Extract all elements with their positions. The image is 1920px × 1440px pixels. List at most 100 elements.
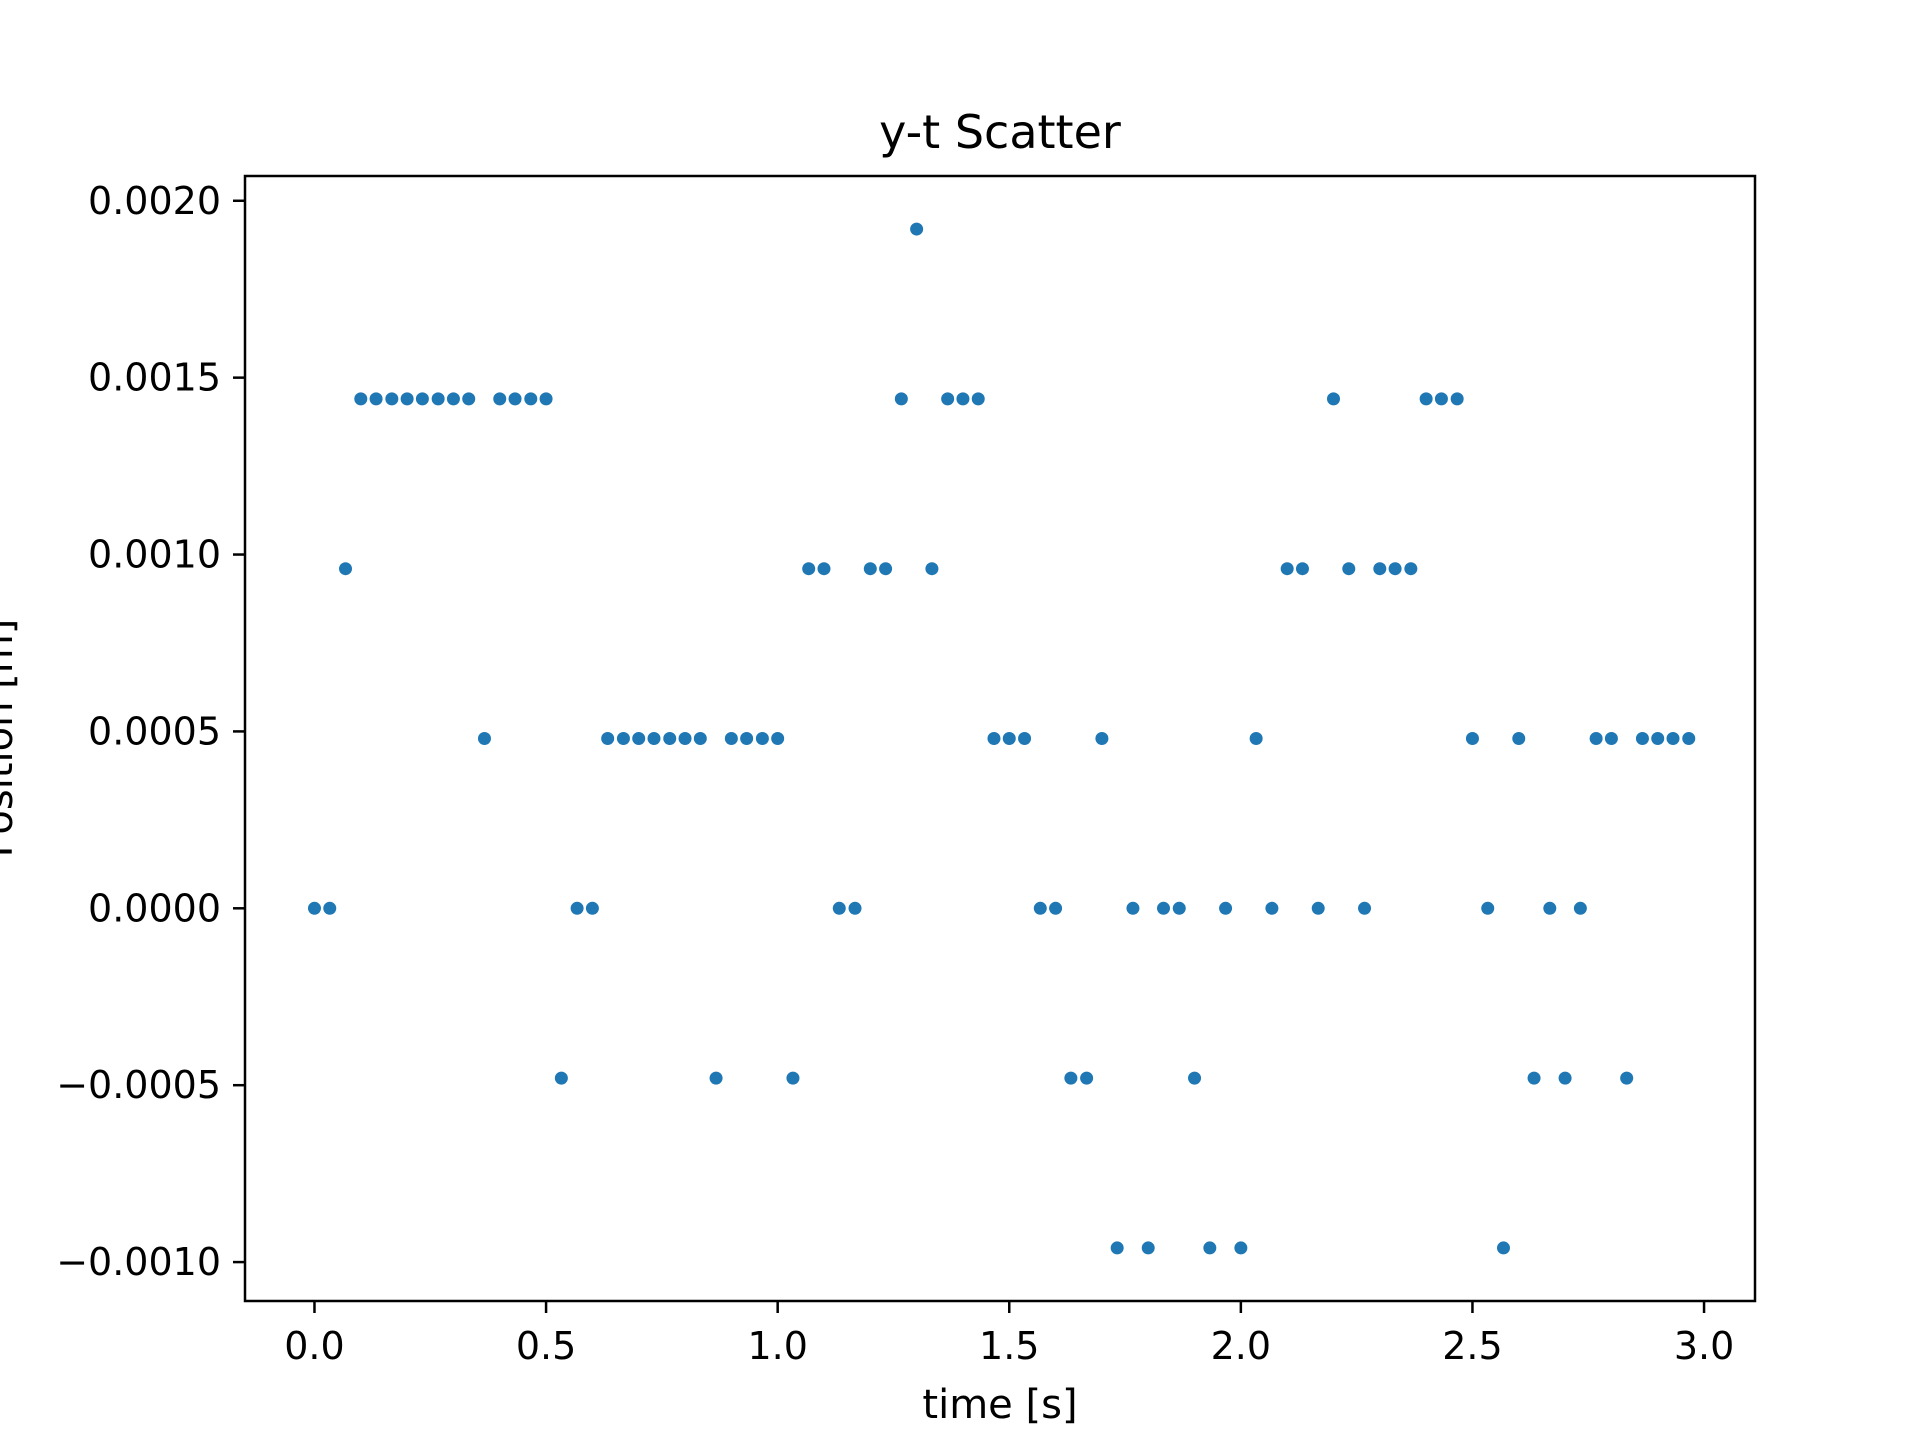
scatter-point (786, 1071, 800, 1085)
scatter-point (1033, 901, 1047, 915)
scatter-point (941, 392, 955, 406)
y-tick-label: 0.0000 (88, 886, 221, 930)
chart-title: y-t Scatter (879, 105, 1121, 159)
scatter-point (1635, 732, 1649, 745)
y-tick-label: −0.0005 (56, 1063, 221, 1107)
scatter-point (693, 732, 707, 745)
y-axis: −0.0010 −0.0005 0.0000 0.0005 0.0010 0.0015 0.… (56, 179, 245, 1284)
scatter-point (1080, 1071, 1094, 1085)
scatter-point (462, 392, 476, 406)
scatter-point (477, 732, 491, 745)
scatter-point (678, 732, 692, 745)
scatter-point (446, 392, 460, 406)
scatter-point (1049, 901, 1063, 915)
x-axis-label: time [s] (922, 1382, 1077, 1428)
scatter-point (1512, 732, 1526, 745)
scatter-point (1651, 732, 1665, 745)
scatter-point (647, 732, 661, 745)
x-tick-label: 1.0 (747, 1324, 807, 1368)
x-tick-label: 0.0 (284, 1324, 344, 1368)
scatter-point (1141, 1241, 1155, 1255)
scatter-point (1373, 562, 1387, 576)
scatter-point (740, 732, 754, 745)
scatter-point (1558, 1071, 1572, 1085)
scatter-point (925, 562, 939, 576)
scatter-point (1419, 392, 1433, 406)
scatter-point (1450, 392, 1464, 406)
y-tick-label: 0.0020 (88, 179, 221, 223)
scatter-point (802, 562, 816, 576)
scatter-point (1265, 901, 1279, 915)
scatter-point (1126, 901, 1140, 915)
scatter-point (307, 901, 321, 915)
scatter-point (570, 901, 584, 915)
scatter-point (1234, 1241, 1248, 1255)
y-tick-label: 0.0010 (88, 533, 221, 577)
y-tick-label: 0.0015 (88, 356, 221, 400)
scatter-point (524, 392, 538, 406)
scatter-point (1666, 732, 1680, 745)
scatter-point (431, 392, 445, 406)
scatter-point (709, 1071, 723, 1085)
scatter-point (554, 1071, 568, 1085)
scatter-point (1203, 1241, 1217, 1255)
scatter-point (1002, 732, 1016, 745)
y-axis-label: Position [m] (0, 619, 22, 858)
scatter-point (755, 732, 769, 745)
scatter-point (894, 392, 908, 406)
scatter-point (1481, 901, 1495, 915)
scatter-point (400, 392, 414, 406)
scatter-point (1311, 901, 1325, 915)
scatter-point (585, 901, 599, 915)
scatter-point (1682, 732, 1696, 745)
scatter-point (1280, 562, 1294, 576)
x-tick-label: 0.5 (516, 1324, 576, 1368)
y-tick-label: −0.0010 (56, 1240, 221, 1284)
scatter-point (1342, 562, 1356, 576)
scatter-point (1527, 1071, 1541, 1085)
scatter-point (1543, 901, 1557, 915)
scatter-point (1172, 901, 1186, 915)
scatter-point (1465, 732, 1479, 745)
scatter-point (1620, 1071, 1634, 1085)
scatter-point (632, 732, 646, 745)
scatter-point (1018, 732, 1032, 745)
scatter-point (1188, 1071, 1202, 1085)
scatter-point (1404, 562, 1418, 576)
scatter-point (339, 562, 353, 576)
scatter-point (971, 392, 985, 406)
scatter-point (771, 732, 785, 745)
x-tick-label: 2.0 (1211, 1324, 1271, 1368)
scatter-point (879, 562, 893, 576)
scatter-point (354, 392, 368, 406)
scatter-point (1064, 1071, 1078, 1085)
x-tick-label: 2.5 (1442, 1324, 1502, 1368)
scatter-point (956, 392, 970, 406)
x-tick-label: 3.0 (1674, 1324, 1734, 1368)
scatter-point (493, 392, 507, 406)
scatter-point (508, 392, 522, 406)
plot-frame (243, 174, 1757, 1303)
scatter-point (987, 732, 1001, 745)
scatter-point (616, 732, 630, 745)
scatter-point (1095, 732, 1109, 745)
scatter-point (1388, 562, 1402, 576)
scatter-point (1326, 392, 1340, 406)
scatter-point (539, 392, 553, 406)
scatter-points (307, 222, 1696, 1255)
x-axis: 0.0 0.5 1.0 1.5 2.0 2.5 3.0 (284, 1301, 1734, 1368)
scatter-point (1589, 732, 1603, 745)
scatter-point (1358, 901, 1372, 915)
scatter-point (910, 222, 924, 236)
scatter-point (1219, 901, 1233, 915)
scatter-point (863, 562, 877, 576)
scatter-point (369, 392, 383, 406)
scatter-point (385, 392, 399, 406)
scatter-point (848, 901, 862, 915)
scatter-point (663, 732, 677, 745)
scatter-point (817, 562, 831, 576)
scatter-point (1604, 732, 1618, 745)
scatter-point (1249, 732, 1263, 745)
